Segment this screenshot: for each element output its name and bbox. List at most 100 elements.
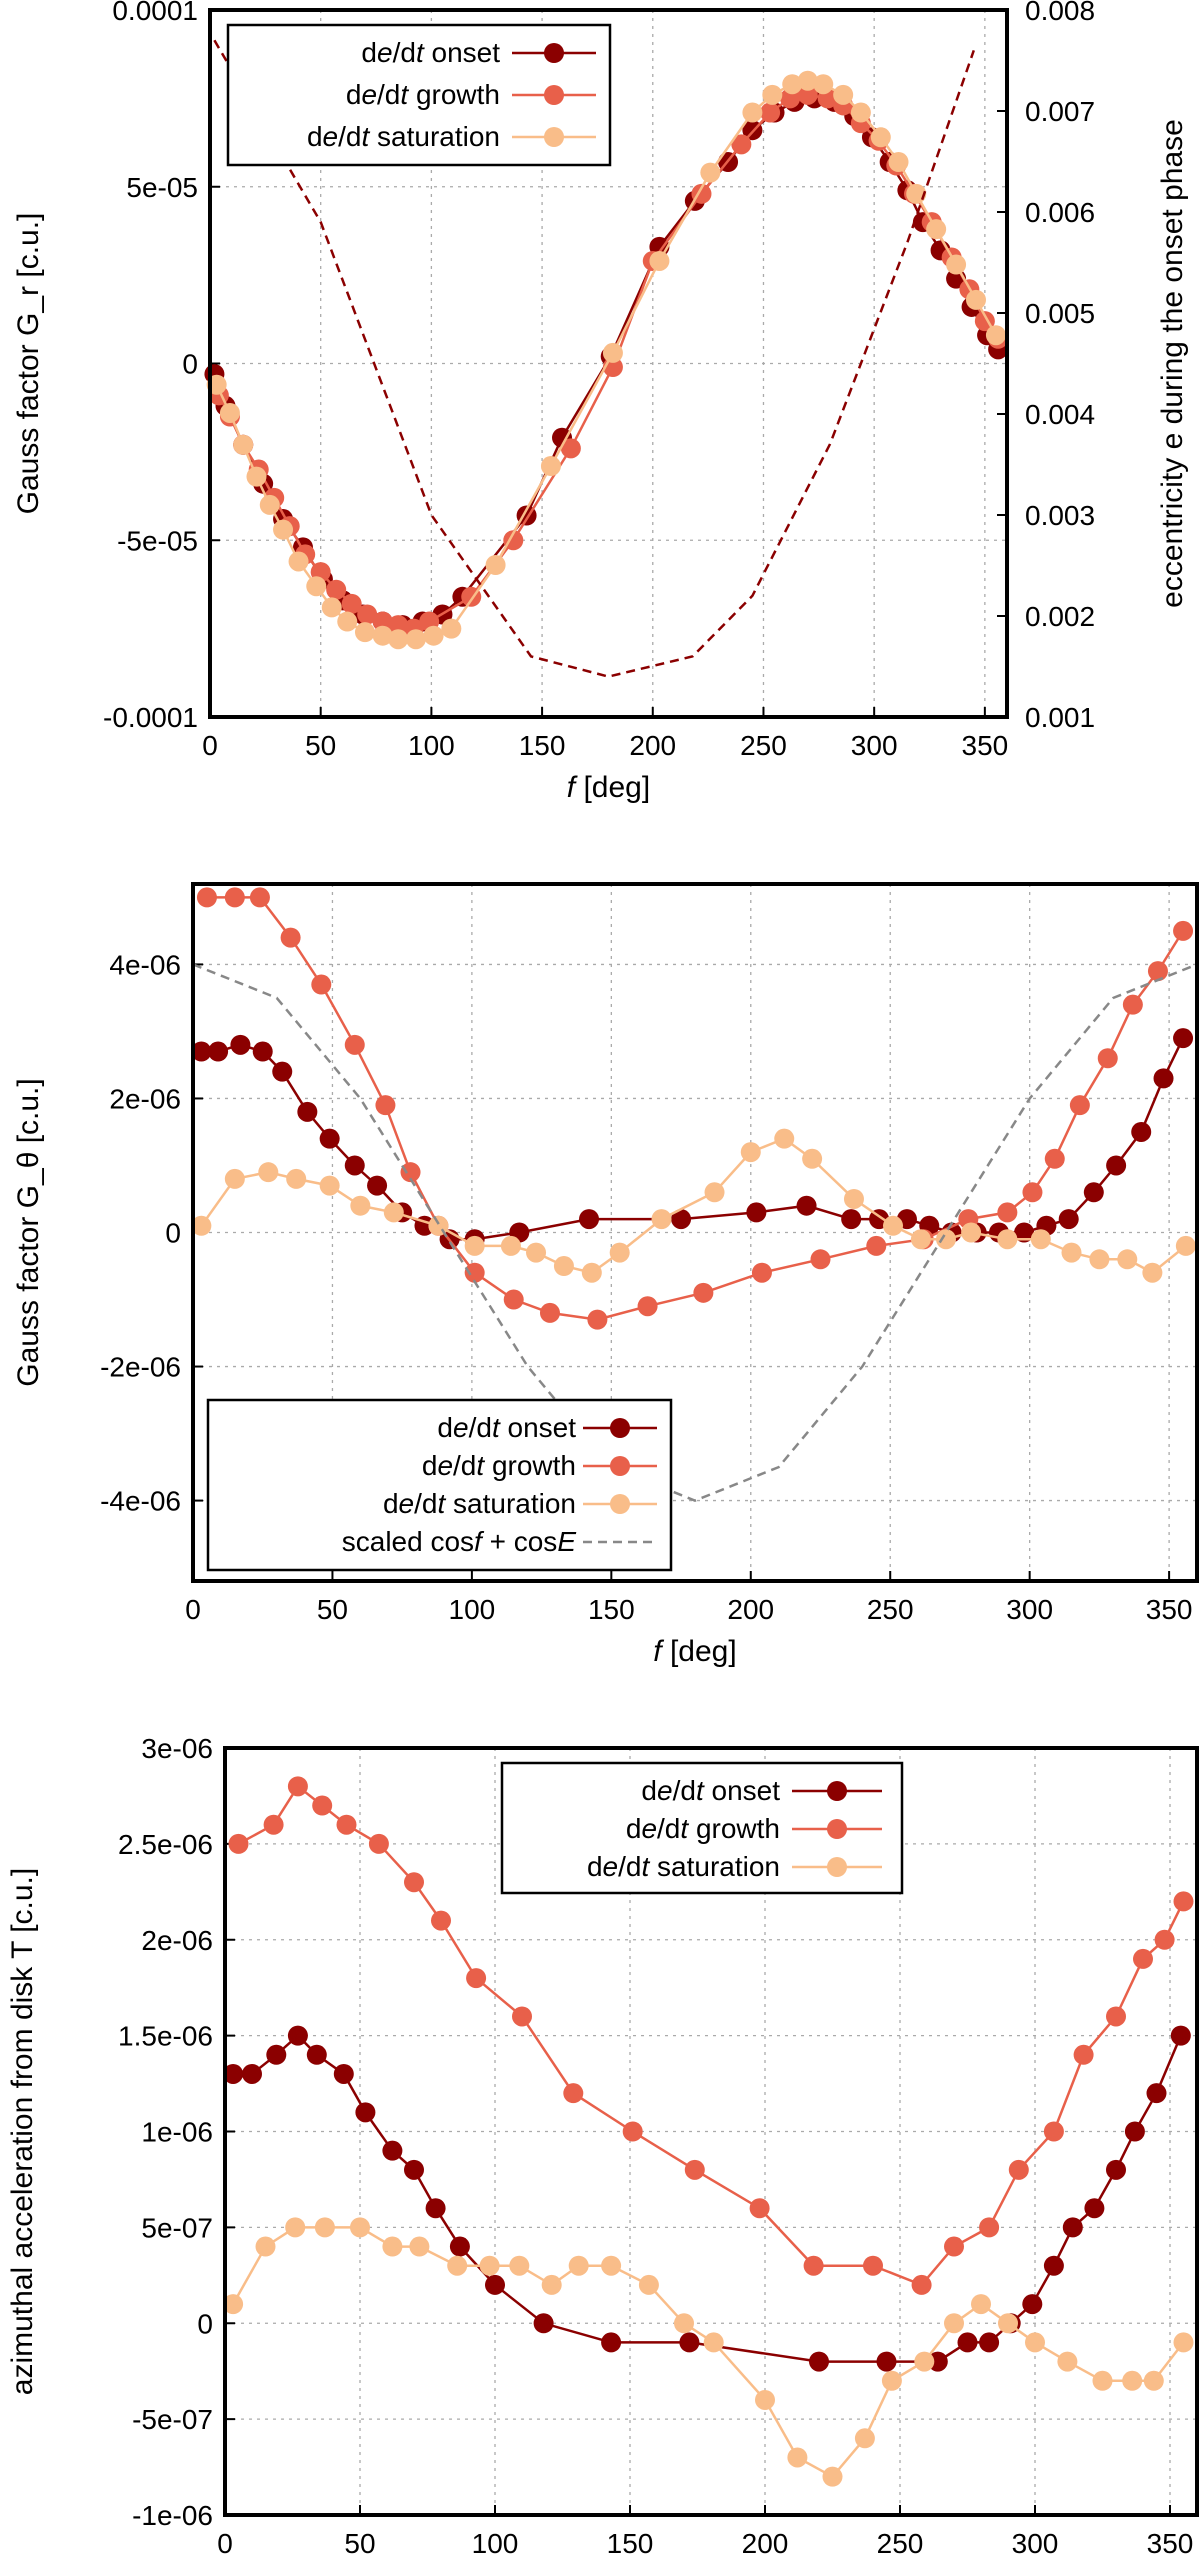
data-point bbox=[449, 2236, 470, 2257]
data-point bbox=[233, 434, 254, 455]
legend-label: de/dt growth bbox=[346, 79, 500, 110]
x-tick-label: 0 bbox=[202, 730, 218, 761]
data-point bbox=[1106, 1155, 1127, 1176]
data-point bbox=[797, 84, 818, 105]
series-line bbox=[201, 1037, 1185, 1241]
legend-label: de/dt growth bbox=[626, 1813, 780, 1844]
data-point bbox=[196, 887, 217, 908]
legend-label: de/dt saturation bbox=[383, 1488, 576, 1519]
x-axis-label: f [deg] bbox=[567, 771, 650, 804]
data-point bbox=[1133, 1948, 1153, 1969]
data-point bbox=[1084, 2198, 1105, 2219]
data-point bbox=[273, 519, 294, 540]
data-point bbox=[1097, 1048, 1118, 1069]
data-point bbox=[1124, 2121, 1145, 2142]
data-point bbox=[985, 325, 1006, 346]
data-point bbox=[700, 162, 721, 183]
data-point bbox=[388, 615, 409, 636]
data-point bbox=[883, 1215, 904, 1236]
data-point bbox=[223, 2294, 244, 2315]
data-point bbox=[1131, 1121, 1152, 1142]
data-point bbox=[581, 1262, 602, 1283]
data-point bbox=[651, 1209, 672, 1230]
data-point bbox=[936, 1229, 956, 1250]
data-point bbox=[404, 1872, 424, 1893]
data-point bbox=[357, 604, 378, 625]
data-point bbox=[1008, 2159, 1029, 2180]
data-point bbox=[479, 2255, 500, 2276]
data-point bbox=[731, 134, 752, 155]
data-point bbox=[1044, 1148, 1065, 1169]
y-axis-label: azimuthal acceleration from disk T [c.u.… bbox=[6, 1868, 39, 2395]
series-e-t- bbox=[213, 39, 975, 678]
series-de-dt-saturation bbox=[223, 2217, 1194, 2487]
legend-marker bbox=[544, 127, 564, 147]
data-point bbox=[191, 1041, 212, 1062]
y2-axis-label: eccentricity e during the onset phase bbox=[1156, 119, 1189, 608]
data-point bbox=[760, 102, 781, 123]
data-point bbox=[946, 254, 967, 275]
data-point bbox=[888, 152, 909, 173]
series-de-dt-onset bbox=[223, 2025, 1191, 2372]
y-tick-label: -0.0001 bbox=[103, 702, 198, 733]
data-point bbox=[337, 611, 358, 632]
data-point bbox=[208, 1041, 229, 1062]
data-point bbox=[833, 84, 854, 105]
data-point bbox=[1142, 1262, 1163, 1283]
series-de-dt-onset bbox=[191, 1028, 1194, 1250]
data-point bbox=[911, 2274, 932, 2295]
data-point bbox=[441, 618, 462, 639]
data-point bbox=[671, 1209, 692, 1230]
plot-frame bbox=[223, 1746, 1199, 2517]
data-point bbox=[803, 2255, 824, 2276]
data-point bbox=[749, 2198, 770, 2219]
data-point bbox=[287, 1776, 308, 1797]
x-tick-label: 0 bbox=[185, 1594, 201, 1625]
data-point bbox=[1173, 1028, 1194, 1049]
x-tick-label: 100 bbox=[449, 1594, 496, 1625]
legend-label: de/dt growth bbox=[422, 1450, 576, 1481]
data-point bbox=[224, 1168, 245, 1189]
x-tick-label: 100 bbox=[472, 2528, 519, 2559]
legend: de/dt onset de/dt growth de/dt saturation bbox=[500, 1761, 904, 1895]
x-tick-label: 250 bbox=[867, 1594, 914, 1625]
y-tick-label: -5e-05 bbox=[117, 525, 198, 556]
data-point bbox=[1175, 1235, 1196, 1256]
data-point bbox=[326, 579, 347, 600]
data-point bbox=[1154, 1929, 1175, 1950]
y-tick-label: 4e-06 bbox=[109, 949, 181, 980]
y2-tick-label: 0.004 bbox=[1025, 399, 1095, 430]
legend-marker bbox=[827, 1857, 847, 1877]
series-de-dt-saturation bbox=[206, 70, 1006, 650]
data-point bbox=[998, 2313, 1018, 2334]
data-point bbox=[910, 1229, 931, 1250]
data-point bbox=[286, 1168, 307, 1189]
data-point bbox=[431, 1910, 451, 1931]
legend-label: scaled cosf + cosE bbox=[342, 1526, 577, 1557]
data-point bbox=[224, 887, 245, 908]
data-point bbox=[1022, 2294, 1043, 2315]
data-point bbox=[957, 2332, 978, 2353]
data-point bbox=[314, 2217, 335, 2238]
data-point bbox=[870, 127, 891, 148]
data-point bbox=[409, 2236, 430, 2257]
data-point bbox=[1122, 2370, 1143, 2391]
data-point bbox=[866, 1235, 887, 1256]
data-point bbox=[485, 554, 506, 575]
series-de-dt-saturation bbox=[191, 1128, 1196, 1283]
data-point bbox=[191, 1215, 212, 1236]
data-point bbox=[1014, 1222, 1035, 1243]
data-point bbox=[602, 342, 623, 363]
y2-tick-label: 0.002 bbox=[1025, 601, 1095, 632]
y-tick-label: 1e-06 bbox=[141, 2117, 213, 2148]
data-point bbox=[841, 1209, 862, 1230]
series-de-dt-growth bbox=[196, 887, 1194, 1330]
legend-label: de/dt onset bbox=[361, 37, 500, 68]
data-point bbox=[601, 2255, 622, 2276]
data-point bbox=[1106, 2006, 1126, 2027]
y-axis-label: Gauss factor G_r [c.u.] bbox=[12, 213, 45, 515]
data-point bbox=[383, 1202, 404, 1223]
data-point bbox=[674, 2313, 694, 2334]
data-point bbox=[230, 1034, 251, 1055]
x-tick-label: 150 bbox=[588, 1594, 635, 1625]
